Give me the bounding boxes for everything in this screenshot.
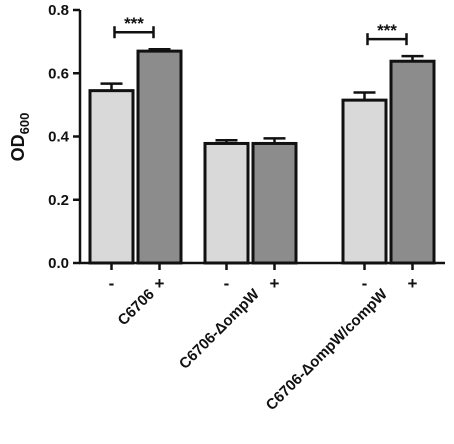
x-tick-label: - xyxy=(224,274,230,293)
bar-1-plus xyxy=(251,141,298,265)
y-tick-label: 0.6 xyxy=(48,65,69,82)
group-label: C6706 xyxy=(115,286,158,329)
significance-label: *** xyxy=(377,21,397,40)
y-tick-label: 0.2 xyxy=(48,192,69,209)
x-tick-label: + xyxy=(155,274,165,293)
significance-label: *** xyxy=(124,14,144,33)
bar-2-plus xyxy=(389,59,436,265)
bar-0-plus xyxy=(136,49,183,265)
y-tick-label: 0.4 xyxy=(48,129,70,146)
x-tick-label: + xyxy=(408,274,418,293)
bar-1-minus xyxy=(203,141,250,265)
group-label: C6706-ΔompW xyxy=(176,285,263,372)
y-tick-label: 0.0 xyxy=(48,255,69,272)
bar-2-minus xyxy=(341,98,388,265)
y-axis-label: OD600 xyxy=(8,113,32,162)
x-tick-label: - xyxy=(109,274,115,293)
x-tick-label: - xyxy=(362,274,368,293)
y-tick-label: 0.8 xyxy=(48,2,69,19)
x-tick-label: + xyxy=(270,274,280,293)
bar-0-minus xyxy=(88,89,135,265)
group-label: C6706-ΔompW/compW xyxy=(263,285,392,414)
bars xyxy=(88,47,436,265)
